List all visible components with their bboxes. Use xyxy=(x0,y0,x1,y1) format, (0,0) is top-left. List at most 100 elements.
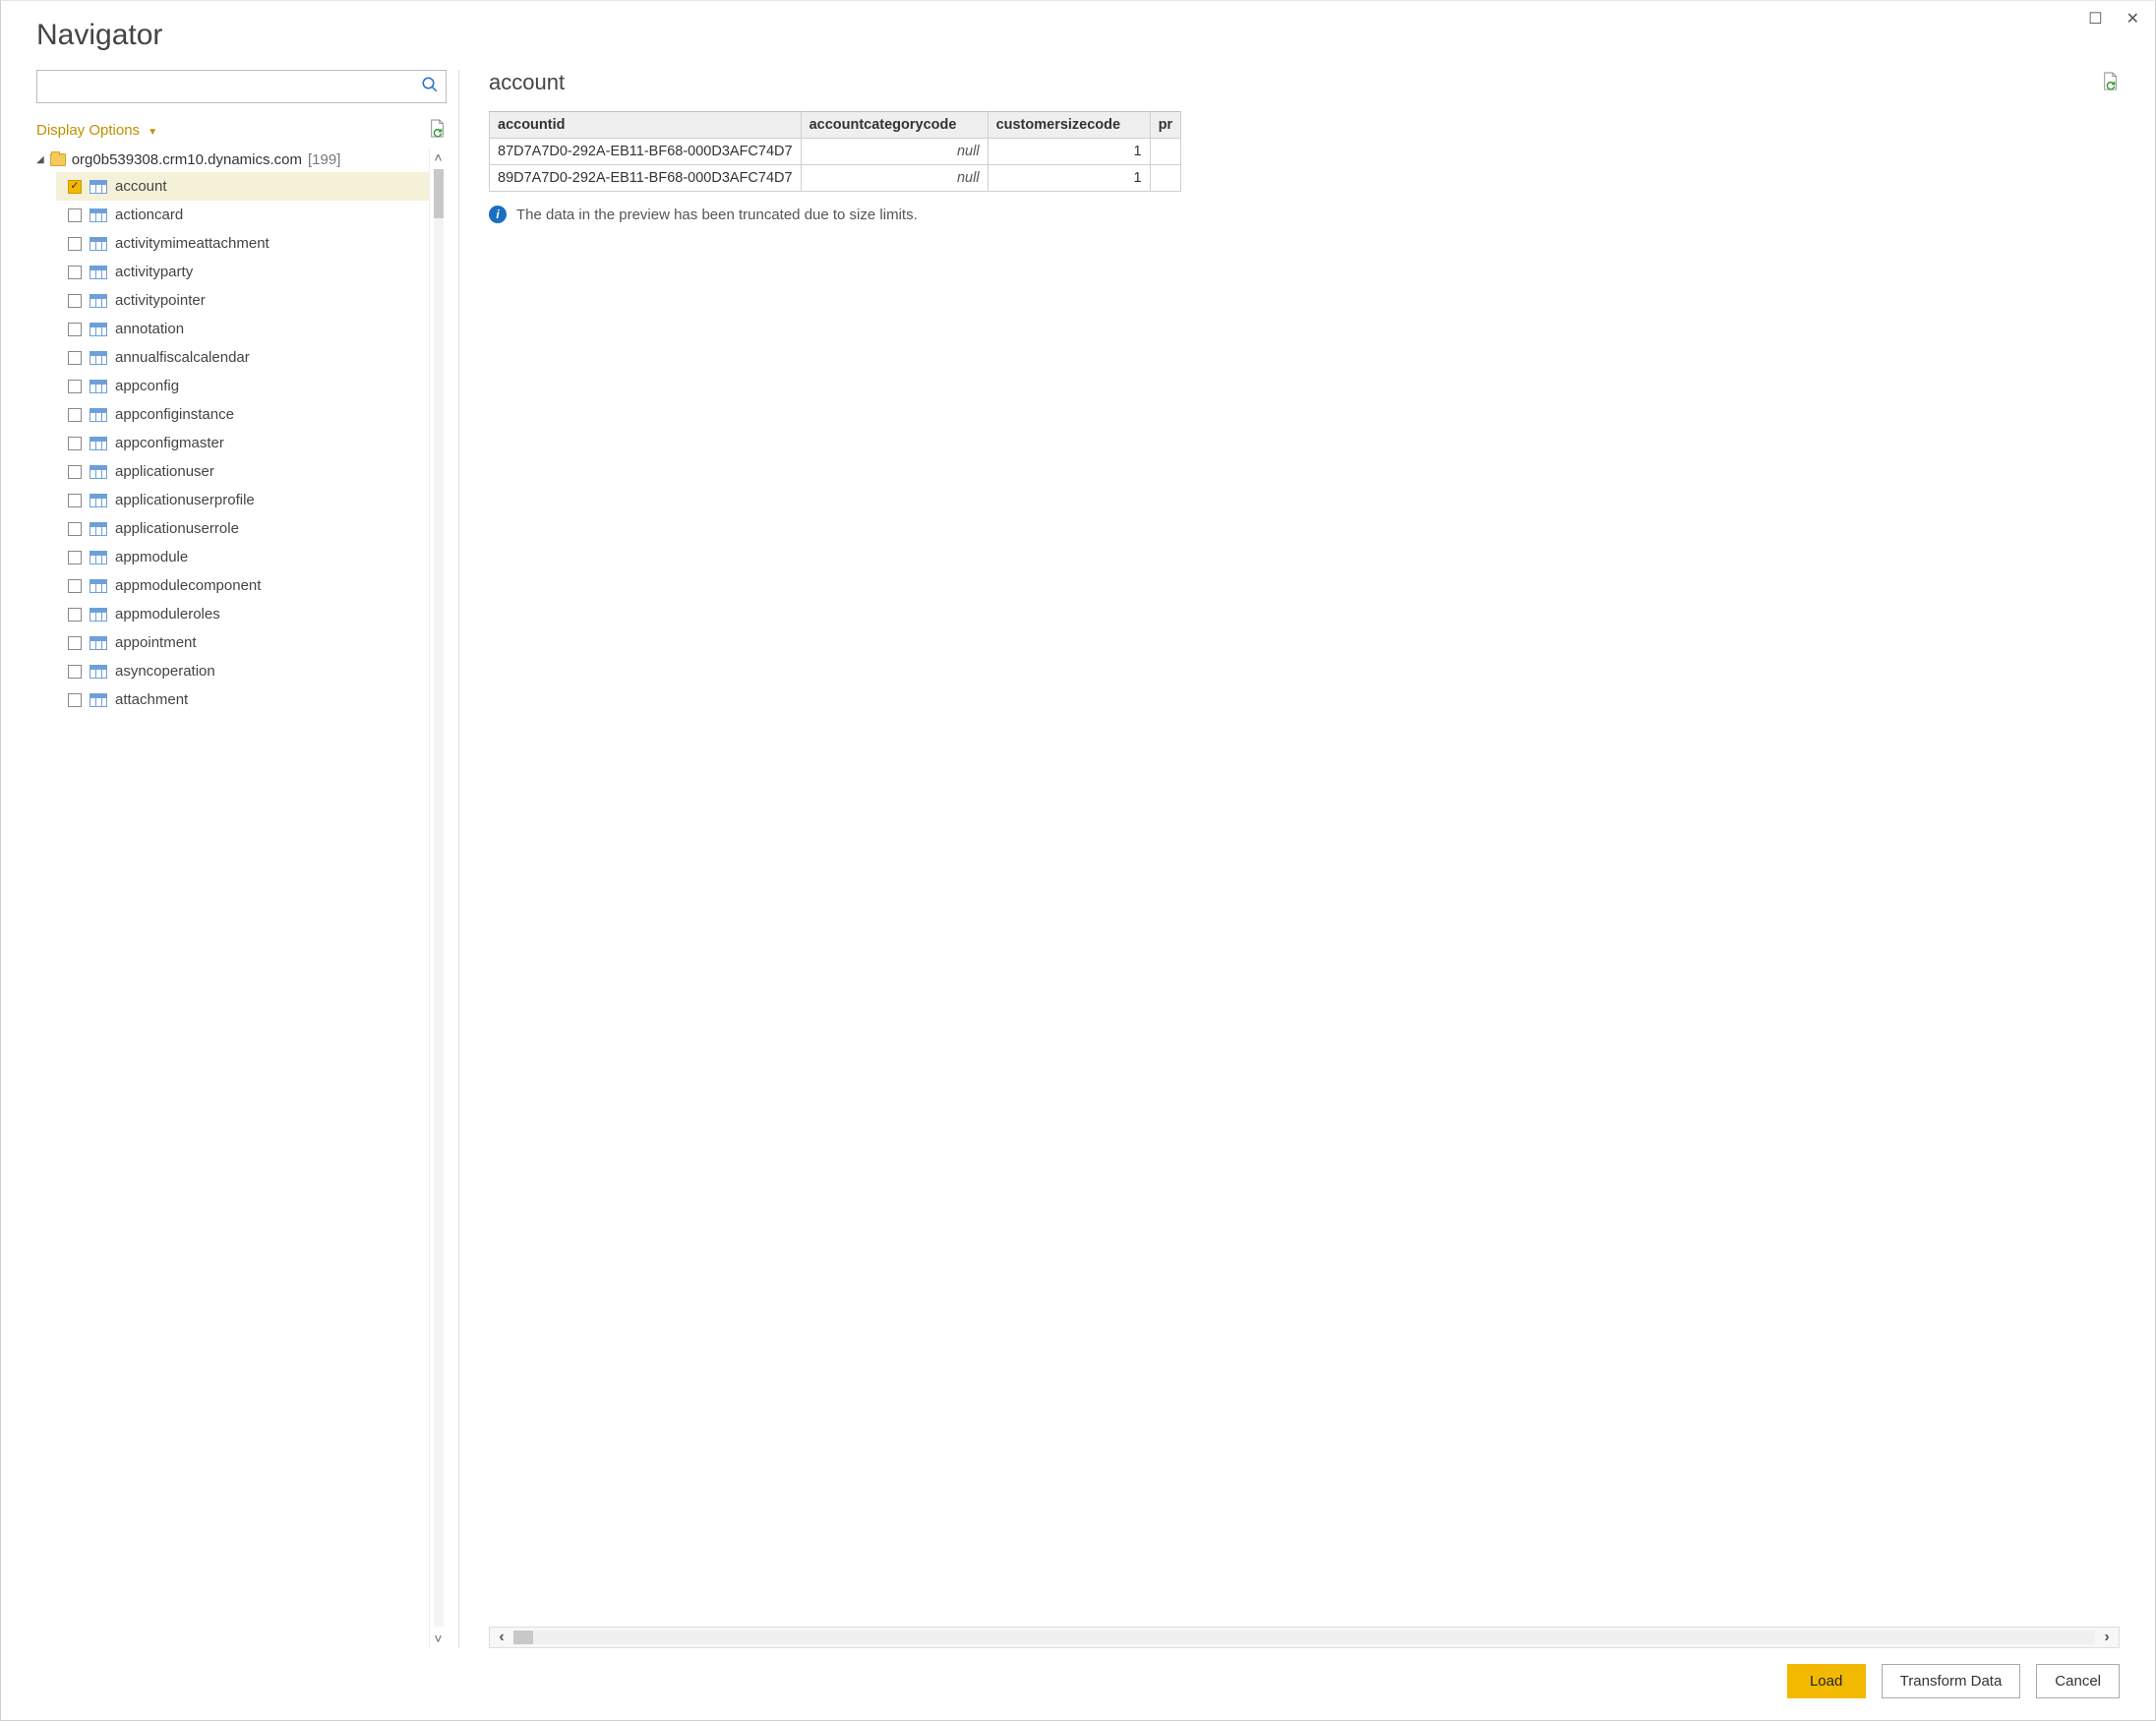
checkbox[interactable] xyxy=(68,636,82,650)
tree-item-annualfiscalcalendar[interactable]: annualfiscalcalendar xyxy=(56,343,429,372)
table-icon xyxy=(90,408,107,422)
tree-item-applicationuser[interactable]: applicationuser xyxy=(56,457,429,486)
table-row[interactable]: 89D7A7D0-292A-EB11-BF68-000D3AFC74D7null… xyxy=(490,165,1181,192)
tree-item-label: asyncoperation xyxy=(115,663,215,680)
tree-item-attachment[interactable]: attachment xyxy=(56,685,429,714)
table-icon xyxy=(90,323,107,336)
tree-item-appmodule[interactable]: appmodule xyxy=(56,543,429,571)
preview-info-text: The data in the preview has been truncat… xyxy=(516,207,918,223)
tree-vertical-scrollbar[interactable]: ˄ ˅ xyxy=(429,148,447,1648)
checkbox[interactable] xyxy=(68,237,82,251)
tree-item-applicationuserprofile[interactable]: applicationuserprofile xyxy=(56,486,429,514)
table-cell: 1 xyxy=(988,139,1150,165)
transform-data-button[interactable]: Transform Data xyxy=(1882,1664,2021,1698)
column-header-pr[interactable]: pr xyxy=(1150,112,1181,139)
checkbox[interactable] xyxy=(68,323,82,336)
tree-item-actioncard[interactable]: actioncard xyxy=(56,201,429,229)
checkbox[interactable] xyxy=(68,522,82,536)
display-options-dropdown[interactable]: Display Options ▼ xyxy=(36,122,157,139)
tree-item-applicationuserrole[interactable]: applicationuserrole xyxy=(56,514,429,543)
table-row[interactable]: 87D7A7D0-292A-EB11-BF68-000D3AFC74D7null… xyxy=(490,139,1181,165)
dialog-footer: Load Transform Data Cancel xyxy=(1,1648,2155,1720)
preview-horizontal-scrollbar[interactable]: ‹ › xyxy=(489,1627,2120,1648)
column-header-accountid[interactable]: accountid xyxy=(490,112,802,139)
checkbox[interactable] xyxy=(68,180,82,194)
search-input[interactable] xyxy=(36,70,447,103)
tree-item-asyncoperation[interactable]: asyncoperation xyxy=(56,657,429,685)
chevron-down-icon: ▼ xyxy=(148,127,157,138)
table-icon xyxy=(90,608,107,622)
tree-root-node[interactable]: ◢ org0b539308.crm10.dynamics.com [199] xyxy=(36,148,429,172)
tree-item-label: activitymimeattachment xyxy=(115,235,270,252)
checkbox[interactable] xyxy=(68,693,82,707)
window-controls: ☐ ✕ xyxy=(2088,9,2139,29)
maximize-icon[interactable]: ☐ xyxy=(2088,9,2102,29)
close-icon[interactable]: ✕ xyxy=(2126,9,2139,29)
checkbox[interactable] xyxy=(68,579,82,593)
tree-item-label: appmoduleroles xyxy=(115,606,220,623)
table-icon xyxy=(90,437,107,450)
tree-item-appointment[interactable]: appointment xyxy=(56,628,429,657)
h-scroll-track[interactable] xyxy=(513,1631,2095,1644)
table-icon xyxy=(90,551,107,564)
checkbox[interactable] xyxy=(68,465,82,479)
checkbox[interactable] xyxy=(68,408,82,422)
scroll-left-icon[interactable]: ‹ xyxy=(490,1629,513,1646)
table-icon xyxy=(90,180,107,194)
table-icon xyxy=(90,665,107,679)
table-icon xyxy=(90,294,107,308)
checkbox[interactable] xyxy=(68,665,82,679)
preview-pane: account accountidaccountcategorycodecust… xyxy=(459,70,2120,1648)
checkbox[interactable] xyxy=(68,494,82,507)
table-cell xyxy=(1150,139,1181,165)
scroll-up-icon[interactable]: ˄ xyxy=(434,148,442,167)
tree-item-annotation[interactable]: annotation xyxy=(56,315,429,343)
column-header-customersizecode[interactable]: customersizecode xyxy=(988,112,1150,139)
dialog-header: Navigator xyxy=(1,1,2155,60)
scroll-thumb[interactable] xyxy=(434,169,444,218)
table-icon xyxy=(90,208,107,222)
tree-item-appconfig[interactable]: appconfig xyxy=(56,372,429,400)
refresh-preview-icon[interactable] xyxy=(2102,72,2120,94)
dialog-title: Navigator xyxy=(36,19,2120,52)
tree-item-activitymimeattachment[interactable]: activitymimeattachment xyxy=(56,229,429,258)
new-query-icon[interactable] xyxy=(429,119,447,142)
preview-title: account xyxy=(489,70,565,95)
scroll-right-icon[interactable]: › xyxy=(2095,1629,2119,1646)
tree-item-account[interactable]: account xyxy=(56,172,429,201)
table-cell: null xyxy=(801,139,988,165)
preview-table: accountidaccountcategorycodecustomersize… xyxy=(489,111,1181,192)
table-cell: 89D7A7D0-292A-EB11-BF68-000D3AFC74D7 xyxy=(490,165,802,192)
display-options-label: Display Options xyxy=(36,122,140,139)
table-icon xyxy=(90,579,107,593)
cancel-button[interactable]: Cancel xyxy=(2036,1664,2120,1698)
tree-item-label: applicationuser xyxy=(115,463,214,480)
load-button[interactable]: Load xyxy=(1787,1664,1866,1698)
column-header-accountcategorycode[interactable]: accountcategorycode xyxy=(801,112,988,139)
tree-item-activitypointer[interactable]: activitypointer xyxy=(56,286,429,315)
table-icon xyxy=(90,693,107,707)
checkbox[interactable] xyxy=(68,208,82,222)
folder-icon xyxy=(50,153,66,166)
table-cell: 1 xyxy=(988,165,1150,192)
tree-item-activityparty[interactable]: activityparty xyxy=(56,258,429,286)
table-icon xyxy=(90,351,107,365)
info-icon: i xyxy=(489,206,507,223)
scroll-track[interactable] xyxy=(434,169,444,1627)
h-scroll-thumb[interactable] xyxy=(513,1631,533,1644)
checkbox[interactable] xyxy=(68,380,82,393)
checkbox[interactable] xyxy=(68,294,82,308)
checkbox[interactable] xyxy=(68,351,82,365)
table-icon xyxy=(90,636,107,650)
collapse-icon[interactable]: ◢ xyxy=(36,154,44,165)
tree-item-appmoduleroles[interactable]: appmoduleroles xyxy=(56,600,429,628)
tree-item-appmodulecomponent[interactable]: appmodulecomponent xyxy=(56,571,429,600)
tree-item-appconfiginstance[interactable]: appconfiginstance xyxy=(56,400,429,429)
checkbox[interactable] xyxy=(68,551,82,564)
checkbox[interactable] xyxy=(68,266,82,279)
checkbox[interactable] xyxy=(68,608,82,622)
tree-item-appconfigmaster[interactable]: appconfigmaster xyxy=(56,429,429,457)
tree-root-count: [199] xyxy=(308,151,340,168)
checkbox[interactable] xyxy=(68,437,82,450)
scroll-down-icon[interactable]: ˅ xyxy=(434,1629,442,1648)
